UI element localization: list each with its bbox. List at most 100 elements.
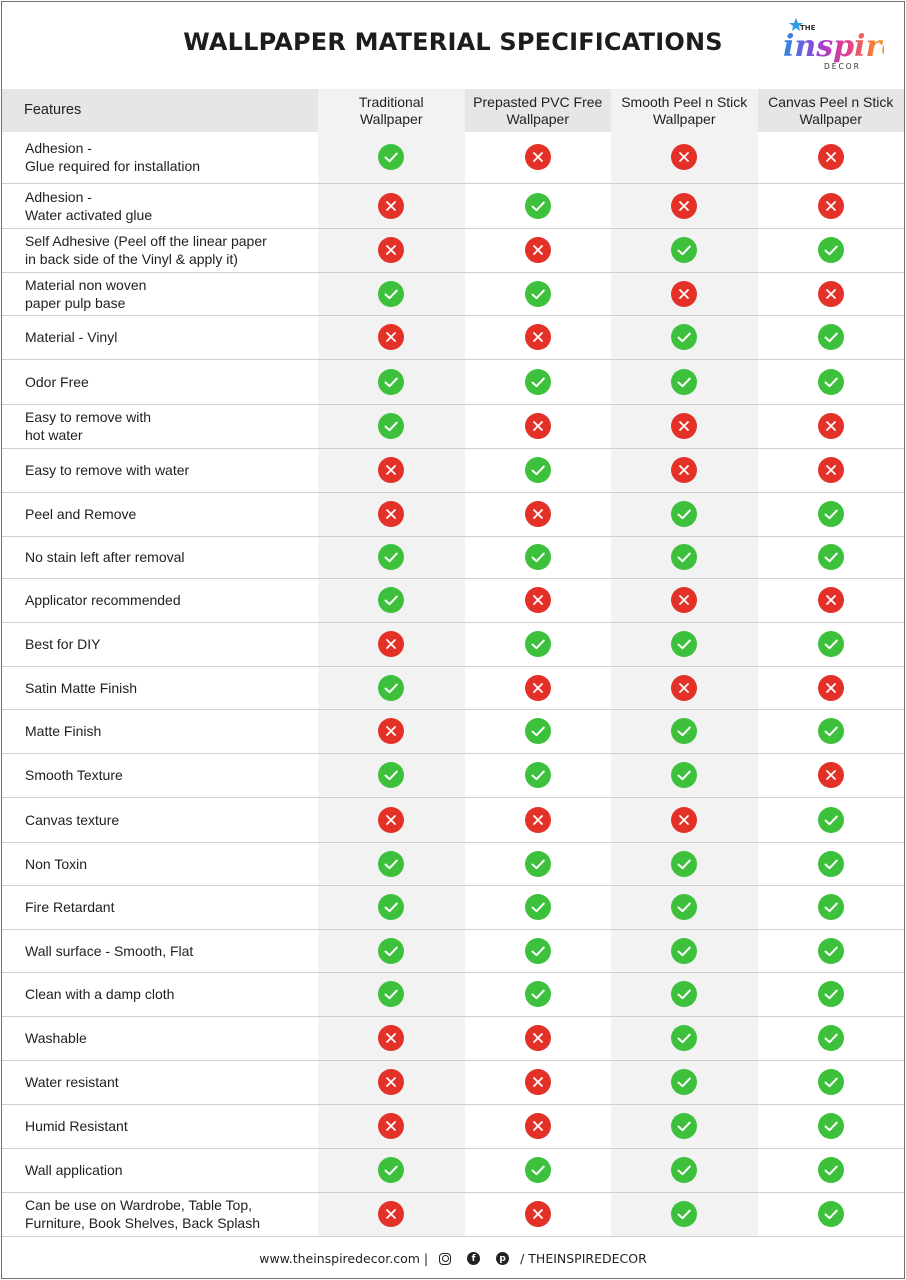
mark-cell: [318, 578, 465, 623]
mark-cell: [757, 404, 904, 449]
footer-website: www.theinspiredecor.com |: [259, 1251, 429, 1266]
check-icon: [671, 937, 698, 964]
cross-icon: [817, 457, 844, 483]
check-icon: [817, 1025, 844, 1051]
check-icon: [524, 981, 551, 1007]
check-icon: [524, 280, 551, 307]
check-icon: [524, 718, 551, 744]
mark-cell: [464, 132, 611, 184]
table-row: Best for DIY: [2, 622, 904, 667]
check-icon: [378, 850, 405, 877]
mark-cell: [318, 842, 465, 886]
check-icon: [817, 806, 844, 833]
header-traditional: Traditional Wallpaper: [318, 89, 465, 132]
mark-cell: [318, 666, 465, 710]
header-row: Features Traditional Wallpaper Prepasted …: [2, 89, 904, 132]
mark-cell: [464, 183, 611, 229]
mark-cell: [611, 885, 758, 930]
check-icon: [817, 544, 844, 570]
check-icon: [378, 280, 405, 307]
mark-cell: [464, 709, 611, 754]
mark-cell: [757, 1016, 904, 1061]
table-row: Odor Free: [2, 359, 904, 405]
instagram-icon[interactable]: [439, 1252, 452, 1265]
check-icon: [671, 324, 698, 350]
check-icon: [671, 850, 698, 877]
mark-cell: [757, 972, 904, 1017]
feature-label: Self Adhesive (Peel off the linear paper…: [2, 228, 318, 273]
feature-label: Humid Resistant: [2, 1104, 318, 1149]
check-icon: [524, 762, 551, 788]
mark-cell: [757, 1192, 904, 1237]
mark-cell: [464, 272, 611, 316]
cross-icon: [671, 280, 698, 307]
cross-icon: [378, 1069, 405, 1095]
mark-cell: [757, 536, 904, 579]
cross-icon: [817, 413, 844, 439]
mark-cell: [611, 272, 758, 316]
cross-icon: [378, 1025, 405, 1051]
pinterest-icon[interactable]: p: [496, 1252, 510, 1265]
mark-cell: [757, 228, 904, 273]
table-row: Matte Finish: [2, 709, 904, 754]
mark-cell: [318, 183, 465, 229]
check-icon: [817, 1069, 844, 1095]
check-icon: [817, 981, 844, 1007]
cross-icon: [524, 587, 551, 613]
cross-icon: [817, 144, 844, 171]
mark-cell: [611, 709, 758, 754]
feature-label: Matte Finish: [2, 709, 318, 754]
mark-cell: [318, 972, 465, 1017]
mark-cell: [757, 622, 904, 667]
check-icon: [378, 368, 405, 395]
mark-cell: [757, 666, 904, 710]
check-icon: [671, 1201, 698, 1227]
check-icon: [378, 544, 405, 570]
footer: www.theinspiredecor.com | f p / THEINSPI…: [0, 1251, 906, 1266]
cross-icon: [378, 1201, 405, 1227]
mark-cell: [757, 272, 904, 316]
mark-cell: [611, 315, 758, 360]
logo-inspire: inspire: [783, 29, 884, 64]
mark-cell: [318, 132, 465, 184]
mark-cell: [464, 404, 611, 449]
mark-cell: [464, 1016, 611, 1061]
mark-cell: [611, 622, 758, 667]
feature-label: Adhesion - Glue required for installation: [2, 132, 318, 184]
mark-cell: [757, 1060, 904, 1105]
header-smooth: Smooth Peel n Stick Wallpaper: [611, 89, 758, 132]
check-icon: [817, 501, 844, 527]
feature-label: Peel and Remove: [2, 492, 318, 537]
mark-cell: [757, 578, 904, 623]
mark-cell: [464, 359, 611, 405]
check-icon: [524, 631, 551, 657]
mark-cell: [464, 228, 611, 273]
table-row: Smooth Texture: [2, 753, 904, 798]
cross-icon: [378, 1113, 405, 1139]
check-icon: [378, 894, 405, 920]
brand-logo: THE inspire DÉCOR: [783, 18, 884, 71]
check-icon: [817, 237, 844, 263]
header-prepasted: Prepasted PVC Free Wallpaper: [464, 89, 611, 132]
check-icon: [671, 981, 698, 1007]
facebook-icon[interactable]: f: [467, 1252, 481, 1265]
mark-cell: [611, 797, 758, 843]
check-icon: [817, 850, 844, 877]
feature-label: Non Toxin: [2, 842, 318, 886]
mark-cell: [611, 183, 758, 229]
feature-label: Fire Retardant: [2, 885, 318, 930]
mark-cell: [464, 1060, 611, 1105]
check-icon: [671, 1113, 698, 1139]
mark-cell: [611, 578, 758, 623]
cross-icon: [378, 457, 405, 483]
check-icon: [817, 1113, 844, 1139]
cross-icon: [524, 806, 551, 833]
table-row: Peel and Remove: [2, 492, 904, 537]
check-icon: [524, 192, 551, 219]
check-icon: [524, 457, 551, 483]
mark-cell: [318, 272, 465, 316]
check-icon: [817, 324, 844, 350]
mark-cell: [318, 404, 465, 449]
check-icon: [524, 937, 551, 964]
cross-icon: [524, 1069, 551, 1095]
